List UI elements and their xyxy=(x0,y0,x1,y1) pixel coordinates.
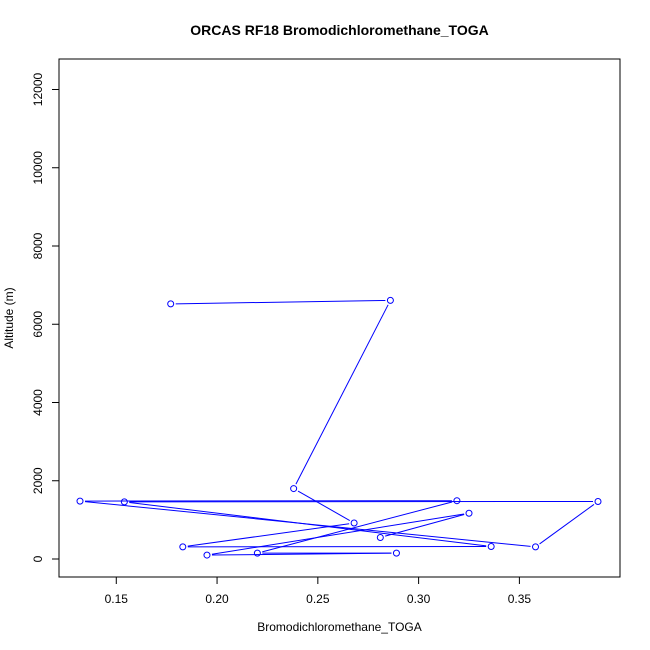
x-axis: 0.15 0.20 0.25 0.30 0.35 xyxy=(105,576,532,606)
data-point xyxy=(253,549,261,557)
data-point xyxy=(453,497,461,505)
y-tick-label: 6000 xyxy=(31,311,45,338)
series-layer xyxy=(76,296,602,559)
data-point xyxy=(487,542,495,550)
series-segment xyxy=(211,513,465,555)
data-point xyxy=(120,498,128,506)
data-point xyxy=(392,549,400,557)
data-point xyxy=(167,300,175,308)
series-segment xyxy=(211,552,392,556)
x-tick-label: 0.30 xyxy=(407,592,431,606)
series-segment xyxy=(175,299,386,305)
data-point xyxy=(386,296,394,304)
data-point xyxy=(376,533,384,541)
data-point xyxy=(203,551,211,559)
y-tick-label: 10000 xyxy=(31,151,45,185)
y-tick-label: 8000 xyxy=(31,232,45,259)
x-tick-label: 0.35 xyxy=(508,592,532,606)
data-point xyxy=(350,519,358,527)
series-segment xyxy=(297,490,351,521)
y-axis-label: Altitude (m) xyxy=(2,287,16,348)
x-tick-label: 0.20 xyxy=(205,592,229,606)
series-segment xyxy=(295,304,389,485)
series-segment xyxy=(385,514,465,537)
data-point xyxy=(76,497,84,505)
y-tick-label: 0 xyxy=(31,555,45,562)
series-segment xyxy=(539,504,595,545)
x-tick-label: 0.15 xyxy=(105,592,129,606)
data-point xyxy=(179,543,187,551)
y-axis: 0 2000 4000 6000 8000 10000 12000 xyxy=(31,72,60,562)
y-tick-label: 2000 xyxy=(31,467,45,494)
y-tick-label: 4000 xyxy=(31,389,45,416)
data-point xyxy=(532,543,540,551)
series-segment xyxy=(262,501,453,553)
data-point xyxy=(465,509,473,517)
y-tick-label: 12000 xyxy=(31,72,45,106)
series-segment xyxy=(84,501,531,547)
chart-title: ORCAS RF18 Bromodichloromethane_TOGA xyxy=(190,22,488,38)
series-segment xyxy=(187,523,350,547)
data-point xyxy=(290,485,298,493)
x-axis-label: Bromodichloromethane_TOGA xyxy=(257,620,422,634)
x-tick-label: 0.25 xyxy=(306,592,330,606)
data-point xyxy=(594,497,602,505)
